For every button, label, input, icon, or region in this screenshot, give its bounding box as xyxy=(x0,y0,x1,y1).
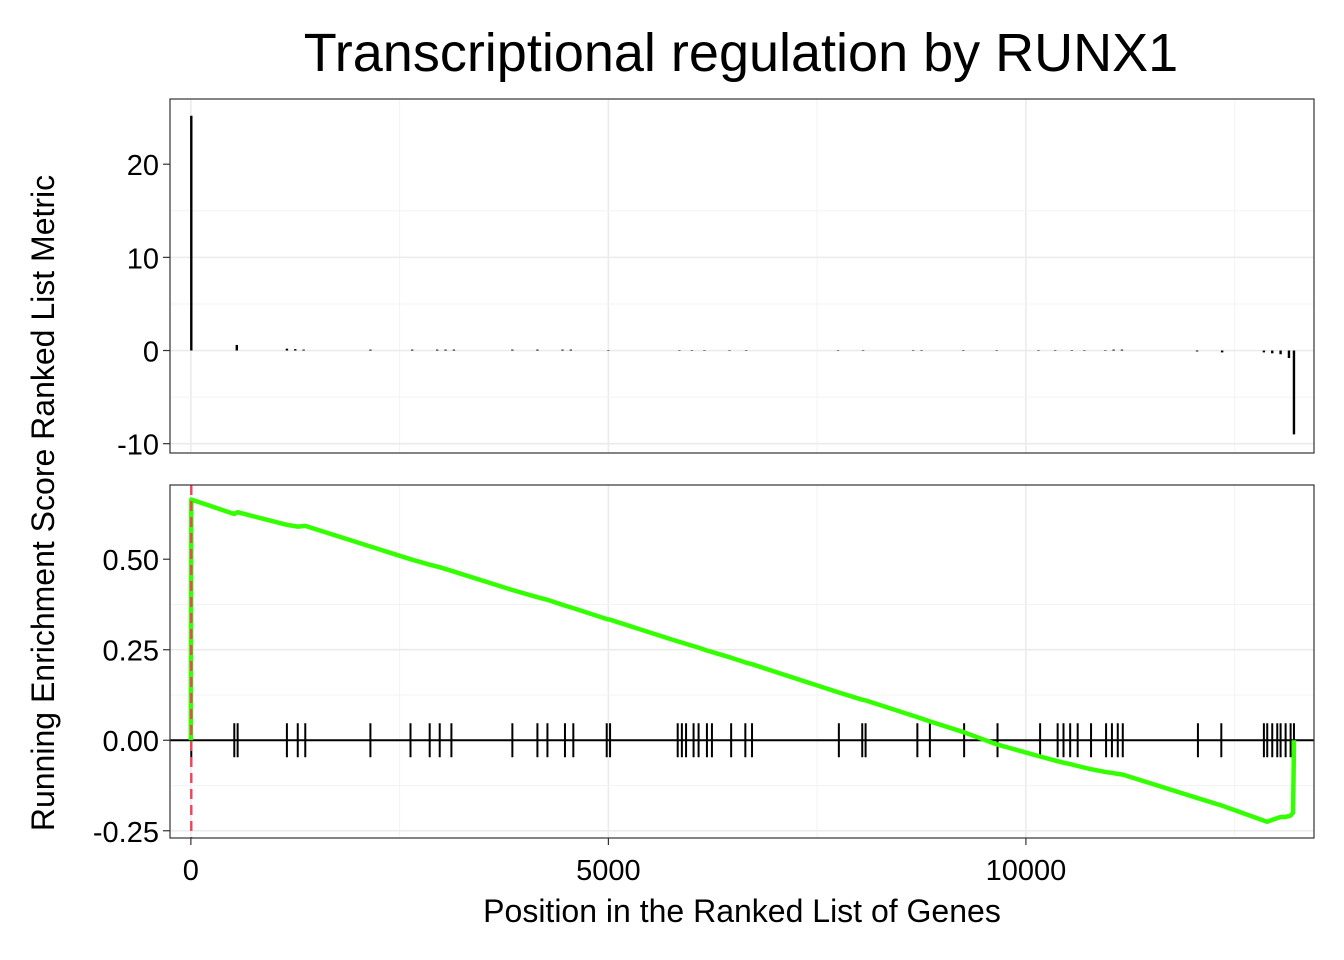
enrichment-panel-y-axis: -0.25 0.00 0.25 0.50 xyxy=(93,545,170,849)
y-tick-label: 0 xyxy=(143,337,159,369)
x-axis-label: Position in the Ranked List of Genes xyxy=(483,893,1001,929)
metric-panel-y-axis: -10 0 10 20 xyxy=(117,150,170,462)
metric-panel-grid xyxy=(170,99,1314,453)
enrichment-panel-content xyxy=(170,485,1314,838)
y-tick-label: -0.25 xyxy=(93,817,159,849)
enrichment-panel-frame xyxy=(169,484,1315,839)
chart-title: Transcriptional regulation by RUNX1 xyxy=(304,23,1178,83)
metric-panel: -10 0 10 20 xyxy=(117,98,1315,462)
metric-panel-frame xyxy=(169,98,1315,454)
x-tick-label: 0 xyxy=(183,855,199,887)
x-tick-label: 5000 xyxy=(576,855,641,887)
y-tick-label: 10 xyxy=(127,243,159,275)
y-axis-label: Running Enrichment Score Ranked List Met… xyxy=(25,175,61,831)
y-tick-label: -10 xyxy=(117,430,159,462)
x-axis: 0 5000 10000 xyxy=(183,838,1066,887)
y-tick-label: 0.25 xyxy=(103,636,159,668)
x-tick-label: 10000 xyxy=(986,855,1067,887)
metric-panel-bars xyxy=(190,115,1296,435)
enrichment-panel: -0.25 0.00 0.25 0.50 xyxy=(93,484,1315,849)
y-tick-label: 20 xyxy=(127,150,159,182)
y-tick-label: 0.00 xyxy=(103,726,159,758)
enrichment-score-line xyxy=(188,497,1297,824)
y-tick-label: 0.50 xyxy=(103,545,159,577)
